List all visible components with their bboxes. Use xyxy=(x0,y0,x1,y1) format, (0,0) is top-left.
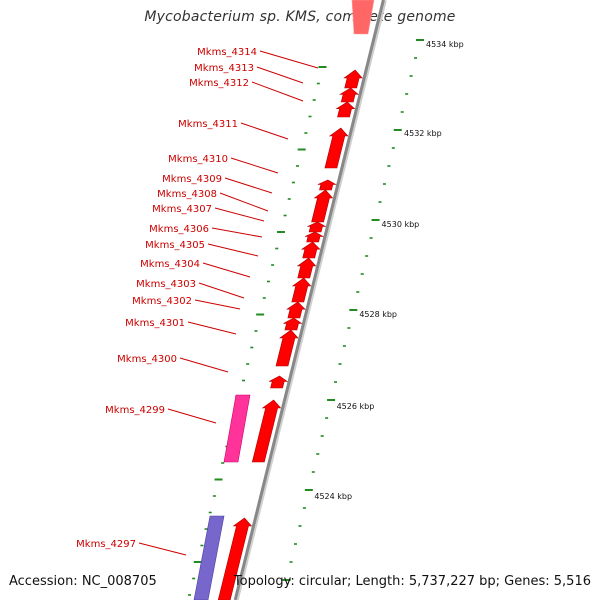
cds-feature-2 xyxy=(335,101,356,118)
gene-label-13: Mkms_4301 xyxy=(125,318,185,329)
gene-label-10: Mkms_4304 xyxy=(140,259,200,270)
gene-label-2: Mkms_4312 xyxy=(189,78,249,89)
leader-line-2 xyxy=(251,81,304,102)
leader-line-6 xyxy=(219,192,269,212)
gene-label-4: Mkms_4310 xyxy=(168,154,228,165)
leader-line-1 xyxy=(256,66,304,84)
cds-feature-15 xyxy=(251,399,282,463)
scale-label-5: 4524 kbp xyxy=(314,492,352,501)
cds-feature-7 xyxy=(304,231,325,243)
leader-line-7 xyxy=(214,207,265,222)
gene-label-7: Mkms_4307 xyxy=(152,204,212,215)
gene-label-3: Mkms_4311 xyxy=(178,119,238,130)
leader-line-8 xyxy=(211,227,263,238)
cds-feature-13 xyxy=(275,329,299,367)
leader-line-12 xyxy=(194,299,241,310)
leader-line-13 xyxy=(187,321,237,335)
gene-label-1: Mkms_4313 xyxy=(194,63,254,74)
cds-feature-6 xyxy=(307,221,327,233)
scale-layer: 4534 kbp 4532 kbp 4530 kbp 4528 kbp 4526 kbp… xyxy=(187,39,464,596)
leader-line-4 xyxy=(230,157,279,174)
cds-feature-1 xyxy=(339,87,359,103)
leader-line-11 xyxy=(198,282,245,299)
backbone-layer xyxy=(233,0,387,600)
cds-feature-11 xyxy=(286,301,306,319)
backbone-line xyxy=(233,0,385,600)
scale-label-0: 4534 kbp xyxy=(426,40,464,49)
cds-feature-12 xyxy=(283,317,303,331)
gene-label-11: Mkms_4303 xyxy=(136,279,196,290)
cds-feature-top xyxy=(351,0,375,35)
cds-feature-14 xyxy=(269,375,289,389)
leader-line-16 xyxy=(138,542,187,556)
leader-line-10 xyxy=(202,262,251,278)
gene-label-16: Mkms_4297 xyxy=(76,539,136,550)
rna-feature xyxy=(223,394,251,463)
gene-label-9: Mkms_4305 xyxy=(145,240,205,251)
gene-label-12: Mkms_4302 xyxy=(132,296,192,307)
cds-feature-0 xyxy=(343,69,363,89)
reverse-feature xyxy=(193,515,225,600)
gene-label-5: Mkms_4309 xyxy=(162,174,222,185)
leader-line-15 xyxy=(167,408,217,424)
feature-layer xyxy=(193,0,375,600)
leader-line-9 xyxy=(207,243,259,257)
label-layer: Mkms_4314 Mkms_4313 Mkms_4312 Mkms_4311 Mkms… xyxy=(76,47,319,556)
cds-feature-3 xyxy=(324,127,349,169)
gene-label-8: Mkms_4306 xyxy=(149,224,209,235)
gene-label-0: Mkms_4314 xyxy=(197,47,257,58)
accession-text: Accession: NC_008705 xyxy=(9,574,157,589)
gene-label-14: Mkms_4300 xyxy=(117,354,177,365)
cds-feature-16 xyxy=(217,517,253,600)
leader-line-0 xyxy=(259,50,319,69)
cds-feature-9 xyxy=(296,257,317,279)
leader-line-5 xyxy=(224,177,273,194)
leader-line-14 xyxy=(179,357,229,373)
leader-line-3 xyxy=(240,122,289,140)
genome-summary-text: Topology: circular; Length: 5,737,227 bp… xyxy=(233,574,591,589)
cds-feature-4 xyxy=(317,179,337,191)
scale-label-3: 4528 kbp xyxy=(359,310,397,319)
cds-feature-10 xyxy=(291,277,312,303)
gene-label-15: Mkms_4299 xyxy=(105,405,165,416)
cds-feature-8 xyxy=(300,241,321,259)
scale-label-4: 4526 kbp xyxy=(337,402,375,411)
scale-label-1: 4532 kbp xyxy=(404,129,442,138)
scale-label-2: 4530 kbp xyxy=(382,220,420,229)
gene-label-6: Mkms_4308 xyxy=(157,189,217,200)
